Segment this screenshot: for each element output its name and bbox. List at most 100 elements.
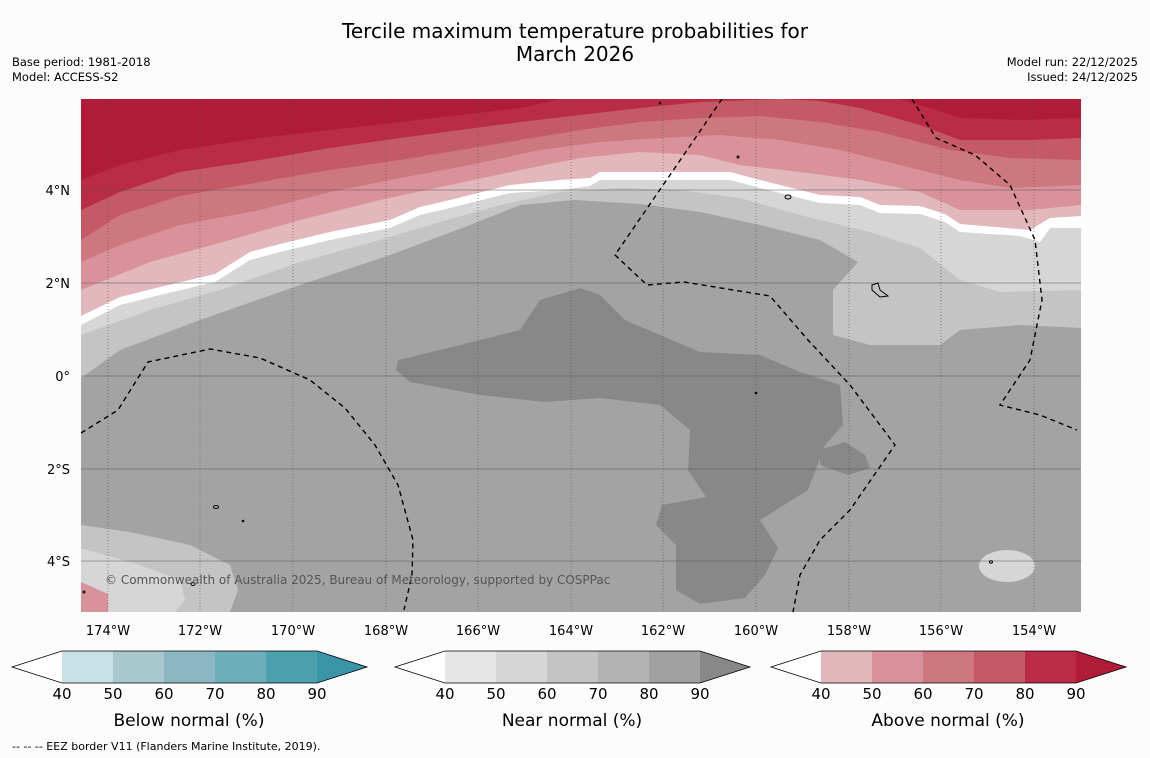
copyright-text: © Commonwealth of Australia 2025, Bureau… [105, 573, 610, 587]
lon-tick-label: 158°W [827, 624, 871, 639]
cb-segment [1025, 651, 1076, 683]
lat-tick-label: 2°N [46, 277, 71, 292]
lat-tick-label: 4°S [47, 555, 70, 570]
cb-title: Above normal (%) [871, 711, 1024, 731]
map-panel: © Commonwealth of Australia 2025, Bureau… [81, 99, 1081, 612]
map-title: Tercile maximum temperature probabilitie… [0, 20, 1150, 66]
lat-tick-label: 4°N [46, 184, 71, 199]
model-run: Model run: 22/12/2025 [1006, 55, 1138, 69]
cb-segment-upper [700, 651, 750, 683]
cb-tick-label: 80 [1015, 685, 1034, 703]
cb-segment [821, 651, 872, 683]
cb-tick-label: 50 [486, 685, 505, 703]
lon-tick-label: 168°W [364, 624, 408, 639]
cb-segment-lower [395, 651, 445, 683]
cb-tick-label: 90 [690, 685, 709, 703]
near-normal-90-region [396, 288, 843, 604]
lon-tick-label: 172°W [178, 624, 222, 639]
issued-date: Issued: 24/12/2025 [1027, 70, 1138, 84]
cb-segment [872, 651, 923, 683]
island-outline [754, 391, 758, 395]
meta-left: Base period: 1981-2018 Model: ACCESS-S2 [12, 55, 151, 85]
above-normal-90-region [81, 99, 560, 180]
cb-tick-label: 60 [913, 685, 932, 703]
cb-segment [598, 651, 649, 683]
cb-tick-label: 80 [256, 685, 275, 703]
lon-axis: 174°W 172°W 170°W 168°W 166°W 164°W 162°… [86, 624, 1056, 639]
lon-tick-label: 174°W [86, 624, 130, 639]
cb-tick-label: 70 [588, 685, 607, 703]
cb-segment [923, 651, 974, 683]
lat-lines [81, 189, 1081, 562]
colorbar-near-normal: 40 50 60 70 80 90 Near normal (%) [393, 650, 752, 731]
lon-tick-label: 164°W [549, 624, 593, 639]
cb-tick-label: 50 [103, 685, 122, 703]
lon-tick-label: 166°W [456, 624, 500, 639]
title-line-1: Tercile maximum temperature probabilitie… [342, 19, 808, 43]
cb-tick-label: 60 [154, 685, 173, 703]
lon-tick-label: 170°W [271, 624, 315, 639]
island-outline [784, 194, 792, 200]
island-outline [241, 519, 245, 523]
cb-tick-label: 70 [964, 685, 983, 703]
cb-segment-upper [317, 651, 367, 683]
lon-tick-label: 162°W [641, 624, 685, 639]
cb-segment-lower [12, 651, 62, 683]
above-normal-90-ne-region [900, 99, 1081, 120]
cb-segment [113, 651, 164, 683]
island-outline [736, 155, 740, 159]
island-outline [871, 282, 890, 298]
model-name: Model: ACCESS-S2 [12, 70, 119, 84]
lon-tick-label: 154°W [1012, 624, 1056, 639]
eez-border-central [614, 99, 896, 612]
cb-outline [393, 650, 752, 684]
cb-segment [164, 651, 215, 683]
cb-tick-label: 60 [537, 685, 556, 703]
island-outline [989, 560, 993, 564]
cb-tick-label: 80 [639, 685, 658, 703]
title-line-2: March 2026 [515, 42, 635, 66]
cb-tick-label: 40 [811, 685, 830, 703]
cb-tick-label: 50 [862, 685, 881, 703]
colorbar-below-normal: 40 50 60 70 80 90 Below normal (%) [10, 650, 369, 731]
cb-segment [547, 651, 598, 683]
near-normal-90-small-region [820, 442, 870, 475]
base-period: Base period: 1981-2018 [12, 55, 151, 69]
cb-tick-label: 90 [307, 685, 326, 703]
eez-borders [81, 99, 1078, 612]
island-outline [213, 505, 219, 509]
cb-tick-label: 90 [1066, 685, 1085, 703]
island-outline [82, 590, 86, 594]
cb-segment [496, 651, 547, 683]
islands [82, 101, 993, 594]
eez-footnote: -- -- -- EEZ border V11 (Flanders Marine… [12, 740, 321, 753]
island-outline [658, 101, 662, 105]
cb-title: Near normal (%) [502, 711, 642, 731]
eez-border-east [911, 99, 1078, 431]
cb-outline [769, 650, 1128, 684]
lon-tick-label: 156°W [919, 624, 963, 639]
cb-segment [215, 651, 266, 683]
cb-outline [10, 650, 369, 684]
cb-segment-lower [771, 651, 821, 683]
cb-segment-upper [1076, 651, 1126, 683]
eez-border-west [81, 348, 414, 611]
cb-segment [62, 651, 113, 683]
lat-tick-label: 0° [55, 370, 70, 385]
cb-title: Below normal (%) [114, 711, 265, 731]
cb-segment [649, 651, 700, 683]
island-outline [190, 582, 196, 586]
lon-tick-label: 160°W [734, 624, 778, 639]
near-normal-50-island-region [979, 550, 1035, 582]
cb-segment [266, 651, 317, 683]
colorbar-above-normal: 40 50 60 70 80 90 Above normal (%) [769, 650, 1128, 731]
cb-tick-label: 40 [52, 685, 71, 703]
cb-segment [445, 651, 496, 683]
cb-tick-label: 40 [435, 685, 454, 703]
meta-right: Model run: 22/12/2025 Issued: 24/12/2025 [1007, 55, 1138, 85]
lat-axis: 4°N 2°N 0° 2°S 4°S [46, 184, 71, 570]
cb-tick-label: 70 [205, 685, 224, 703]
lat-tick-label: 2°S [47, 463, 70, 478]
cb-segment [974, 651, 1025, 683]
